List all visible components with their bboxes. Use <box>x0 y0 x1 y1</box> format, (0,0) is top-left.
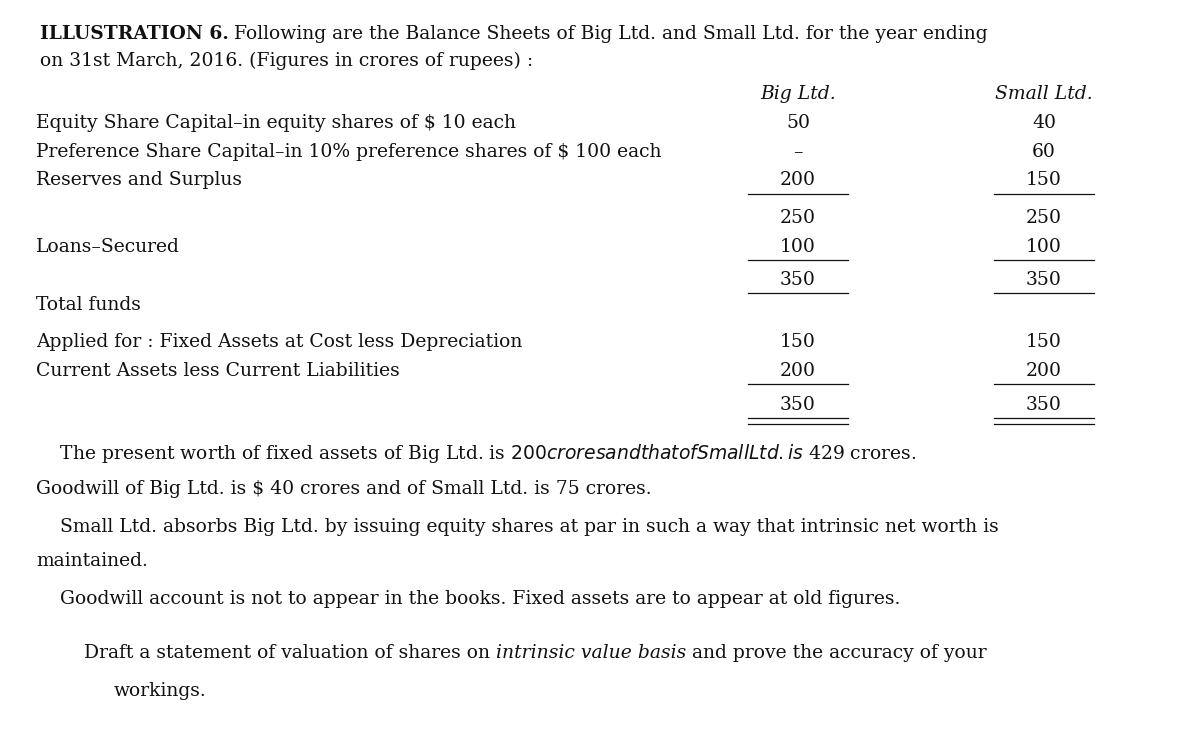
Text: 250: 250 <box>780 209 816 227</box>
Text: 350: 350 <box>1026 396 1062 414</box>
Text: Goodwill of Big Ltd. is $ 40 crores and of Small Ltd. is 75 crores.: Goodwill of Big Ltd. is $ 40 crores and … <box>36 480 652 498</box>
Text: 100: 100 <box>1026 238 1062 255</box>
Text: 200: 200 <box>1026 362 1062 380</box>
Text: Big Ltd.: Big Ltd. <box>760 85 836 102</box>
Text: ILLUSTRATION 6.: ILLUSTRATION 6. <box>40 25 228 43</box>
Text: Small Ltd.: Small Ltd. <box>995 85 1093 102</box>
Text: The present worth of fixed assets of Big Ltd. is $ 200 crores and that of Small : The present worth of fixed assets of Big… <box>36 442 917 464</box>
Text: on 31st March, 2016. (Figures in crores of rupees) :: on 31st March, 2016. (Figures in crores … <box>40 52 533 70</box>
Text: maintained.: maintained. <box>36 552 148 570</box>
Text: 350: 350 <box>780 271 816 289</box>
Text: Total funds: Total funds <box>36 296 140 314</box>
Text: intrinsic value basis: intrinsic value basis <box>496 644 686 662</box>
Text: Reserves and Surplus: Reserves and Surplus <box>36 171 242 189</box>
Text: Loans–Secured: Loans–Secured <box>36 238 180 255</box>
Text: 50: 50 <box>786 114 810 132</box>
Text: 60: 60 <box>1032 143 1056 160</box>
Text: –: – <box>793 143 803 160</box>
Text: 150: 150 <box>1026 171 1062 189</box>
Text: workings.: workings. <box>114 682 206 700</box>
Text: 150: 150 <box>1026 333 1062 351</box>
Text: 350: 350 <box>780 396 816 414</box>
Text: Goodwill account is not to appear in the books. Fixed assets are to appear at ol: Goodwill account is not to appear in the… <box>36 590 900 608</box>
Text: Equity Share Capital–in equity shares of $ 10 each: Equity Share Capital–in equity shares of… <box>36 114 516 132</box>
Text: 200: 200 <box>780 362 816 380</box>
Text: 40: 40 <box>1032 114 1056 132</box>
Text: 150: 150 <box>780 333 816 351</box>
Text: 250: 250 <box>1026 209 1062 227</box>
Text: 200: 200 <box>780 171 816 189</box>
Text: 350: 350 <box>1026 271 1062 289</box>
Text: Preference Share Capital–in 10% preference shares of $ 100 each: Preference Share Capital–in 10% preferen… <box>36 143 661 160</box>
Text: Following are the Balance Sheets of Big Ltd. and Small Ltd. for the year ending: Following are the Balance Sheets of Big … <box>228 25 988 43</box>
Text: Current Assets less Current Liabilities: Current Assets less Current Liabilities <box>36 362 400 380</box>
Text: Draft a statement of valuation of shares on: Draft a statement of valuation of shares… <box>36 644 496 662</box>
Text: and prove the accuracy of your: and prove the accuracy of your <box>686 644 986 662</box>
Text: Small Ltd. absorbs Big Ltd. by issuing equity shares at par in such a way that i: Small Ltd. absorbs Big Ltd. by issuing e… <box>36 518 998 536</box>
Text: Applied for : Fixed Assets at Cost less Depreciation: Applied for : Fixed Assets at Cost less … <box>36 333 522 351</box>
Text: 100: 100 <box>780 238 816 255</box>
